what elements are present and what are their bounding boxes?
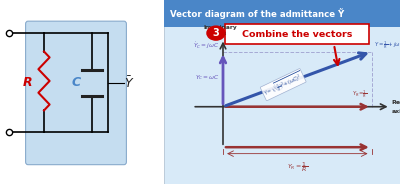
FancyBboxPatch shape xyxy=(26,21,126,165)
Text: $Y_C = \omega C$: $Y_C = \omega C$ xyxy=(195,73,220,82)
Text: 3: 3 xyxy=(212,28,219,38)
Text: Combine the vectors: Combine the vectors xyxy=(242,30,352,38)
Text: axis: axis xyxy=(392,109,400,114)
Text: $Y_R = \dfrac{1}{R}$: $Y_R = \dfrac{1}{R}$ xyxy=(287,160,308,174)
Text: $Y=\!\sqrt{\!\left(\frac{1}{R}\right)^{\!2}\!\!+(\omega C)^2}$: $Y=\!\sqrt{\!\left(\frac{1}{R}\right)^{\… xyxy=(261,69,305,100)
Text: $\bar{Y}$: $\bar{Y}$ xyxy=(124,75,134,91)
Text: C: C xyxy=(72,76,80,89)
FancyBboxPatch shape xyxy=(164,0,400,184)
FancyBboxPatch shape xyxy=(164,0,400,27)
Text: Real: Real xyxy=(392,100,400,105)
Text: $\dot{Y}_C = j\omega C$: $\dot{Y}_C = j\omega C$ xyxy=(193,40,220,51)
Text: $Y_R\!=\!\frac{1}{R}$: $Y_R\!=\!\frac{1}{R}$ xyxy=(352,89,367,100)
Circle shape xyxy=(207,26,225,40)
Text: $Y = \frac{1}{R} + j\omega C$: $Y = \frac{1}{R} + j\omega C$ xyxy=(374,39,400,51)
Text: Vector diagram of the admittance Ỹ: Vector diagram of the admittance Ỹ xyxy=(170,8,344,19)
Text: R: R xyxy=(23,76,33,89)
FancyBboxPatch shape xyxy=(225,24,369,44)
Text: Imaginary
axis: Imaginary axis xyxy=(204,25,238,36)
